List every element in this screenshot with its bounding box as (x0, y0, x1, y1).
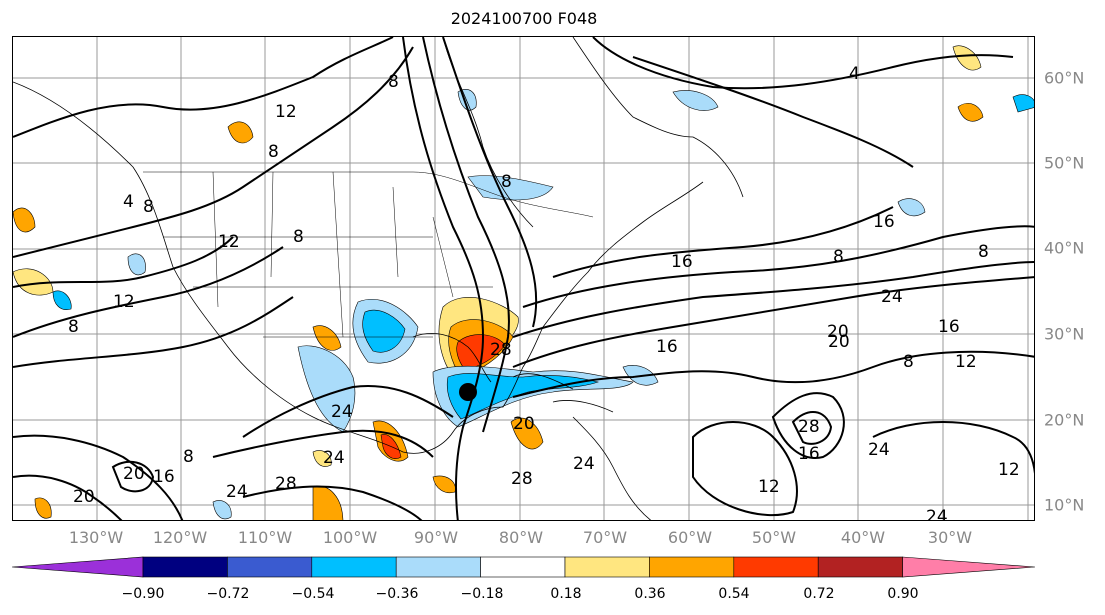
contour-label: 12 (275, 102, 297, 122)
contour-label: 12 (955, 352, 977, 372)
lon-label: 130°W (68, 528, 124, 547)
colorbar-tick: −0.18 (460, 586, 504, 602)
colorbar-tick: −0.90 (121, 586, 165, 602)
colorbar-segment (311, 556, 397, 578)
contour-label: 20 (828, 332, 850, 352)
contour-label: 24 (868, 440, 890, 460)
contour-label: 16 (938, 317, 960, 337)
colorbar-extend-high (902, 556, 1036, 578)
lon-label: 80°W (498, 528, 544, 547)
lat-label: 30°N (1044, 324, 1085, 344)
shaded-fields (13, 45, 1034, 520)
map-title: 2024100700 F048 (450, 9, 598, 28)
colorbar-segment (227, 556, 313, 578)
lon-label: 110°W (237, 528, 293, 547)
colorbar-segment (817, 556, 903, 578)
contour-label: 12 (998, 460, 1020, 480)
colorbar-tick: 0.90 (887, 586, 919, 602)
contour-label: 20 (123, 464, 145, 484)
contour-label: 16 (153, 467, 175, 487)
contour-label: 12 (758, 477, 780, 497)
contour-label: 28 (511, 469, 533, 489)
contour-label: 28 (798, 417, 820, 437)
contour-label: 4 (123, 192, 134, 212)
lat-label: 10°N (1044, 495, 1085, 515)
lon-label: 70°W (582, 528, 628, 547)
lat-label: 50°N (1044, 153, 1085, 173)
lon-label: 90°W (413, 528, 459, 547)
contour-label: 16 (656, 337, 678, 357)
contour-label: 8 (833, 247, 844, 267)
colorbar-segment (395, 556, 481, 578)
colorbar-tick: 0.36 (634, 586, 666, 602)
colorbar (12, 556, 1036, 578)
contour-label: 8 (293, 227, 304, 247)
contour-label: 8 (268, 142, 279, 162)
contour-label: 28 (275, 474, 297, 494)
coastlines (13, 37, 744, 520)
contour-label: 24 (926, 507, 948, 521)
contour-label: 8 (501, 172, 512, 192)
contour-label: 8 (68, 317, 79, 337)
contour-label: 8 (183, 447, 194, 467)
contour-label: 24 (226, 482, 248, 502)
storm-center-marker (459, 383, 477, 401)
contour-label: 4 (849, 64, 860, 84)
contour-label: 24 (331, 402, 353, 422)
lat-label: 40°N (1044, 238, 1085, 258)
contour-label: 8 (978, 242, 989, 262)
colorbar-segment (564, 556, 650, 578)
contour-label: 8 (388, 72, 399, 92)
colorbar-tick: 0.18 (550, 586, 582, 602)
colorbar-segment (142, 556, 228, 578)
colorbar-tick: 0.72 (803, 586, 835, 602)
colorbar-tick: −0.72 (206, 586, 250, 602)
colorbar-segment (649, 556, 735, 578)
contour-label: 24 (323, 448, 345, 468)
contour-label: 8 (903, 352, 914, 372)
colorbar-tick: 0.54 (718, 586, 750, 602)
contour-label: 28 (490, 340, 512, 360)
contour-label: 20 (513, 414, 535, 434)
contour-label: 12 (113, 292, 135, 312)
contours (13, 37, 1034, 520)
contour-label: 16 (671, 252, 693, 272)
lon-label: 60°W (667, 528, 713, 547)
lon-label: 100°W (322, 528, 378, 547)
contour-label: 8 (143, 197, 154, 217)
lon-label: 50°W (751, 528, 797, 547)
colorbar-tick: −0.36 (375, 586, 419, 602)
contour-labels: 12 8 8 4 8 12 8 12 8 16 8 8 16 24 16 20 … (68, 64, 1020, 521)
contour-label: 20 (827, 322, 849, 342)
lat-label: 60°N (1044, 68, 1085, 88)
contour-label: 24 (881, 287, 903, 307)
map-canvas: 12 8 8 4 8 12 8 12 8 16 8 8 16 24 16 20 … (13, 37, 1034, 521)
contour-label: 16 (798, 444, 820, 464)
lon-label: 30°W (927, 528, 973, 547)
contour-label: 12 (218, 232, 240, 252)
contour-label: 16 (873, 212, 895, 232)
map-panel: 12 8 8 4 8 12 8 12 8 16 8 8 16 24 16 20 … (12, 36, 1035, 521)
colorbar-tick: −0.54 (291, 586, 335, 602)
lon-label: 120°W (152, 528, 208, 547)
colorbar-segment (733, 556, 819, 578)
contour-label: 24 (573, 454, 595, 474)
colorbar-segment (480, 556, 566, 578)
contour-label: 20 (73, 487, 95, 507)
lat-label: 20°N (1044, 410, 1085, 430)
lon-label: 40°W (840, 528, 886, 547)
colorbar-extend-low (12, 556, 144, 578)
